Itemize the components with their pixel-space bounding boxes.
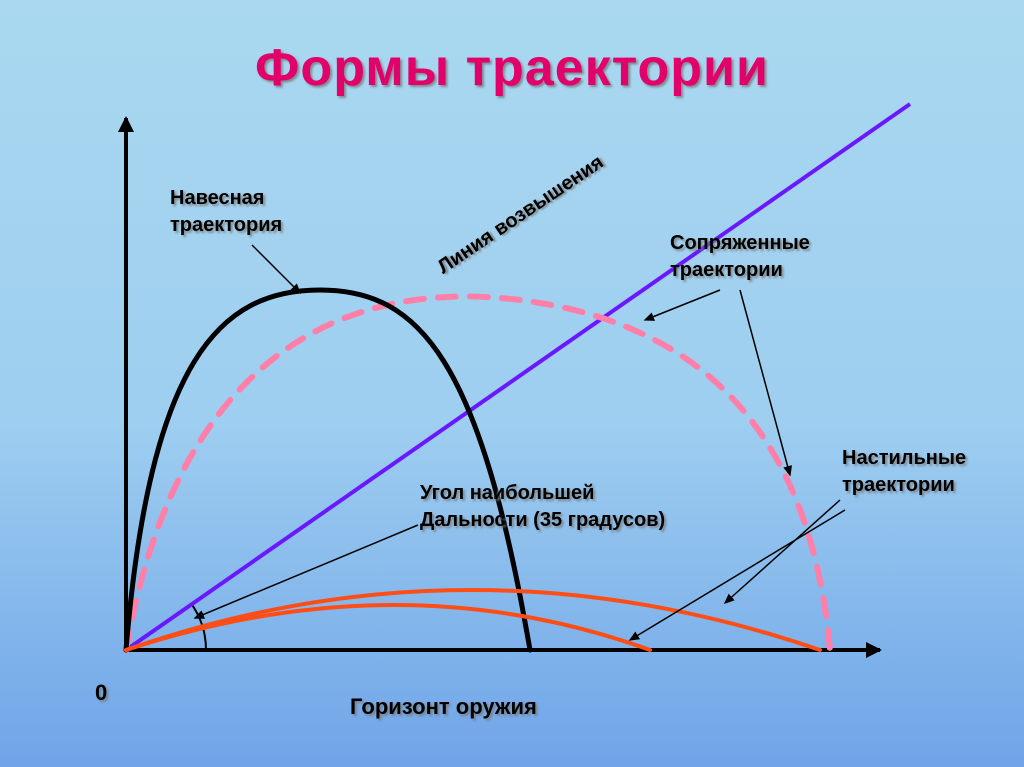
high-arc-label: Навесная траектория [170, 185, 282, 239]
max-range-angle-label: Угол наибольшей Дальности (35 градусов) [420, 480, 665, 534]
conjugate-label: Сопряженные траектории [670, 230, 810, 284]
page-title: Формы траектории [0, 38, 1024, 98]
flat-trajectories-label: Настильные траектории [842, 445, 966, 499]
origin-label: 0 [95, 678, 107, 708]
x-axis-label: Горизонт оружия [350, 692, 537, 722]
trajectory-plot [0, 0, 1024, 767]
